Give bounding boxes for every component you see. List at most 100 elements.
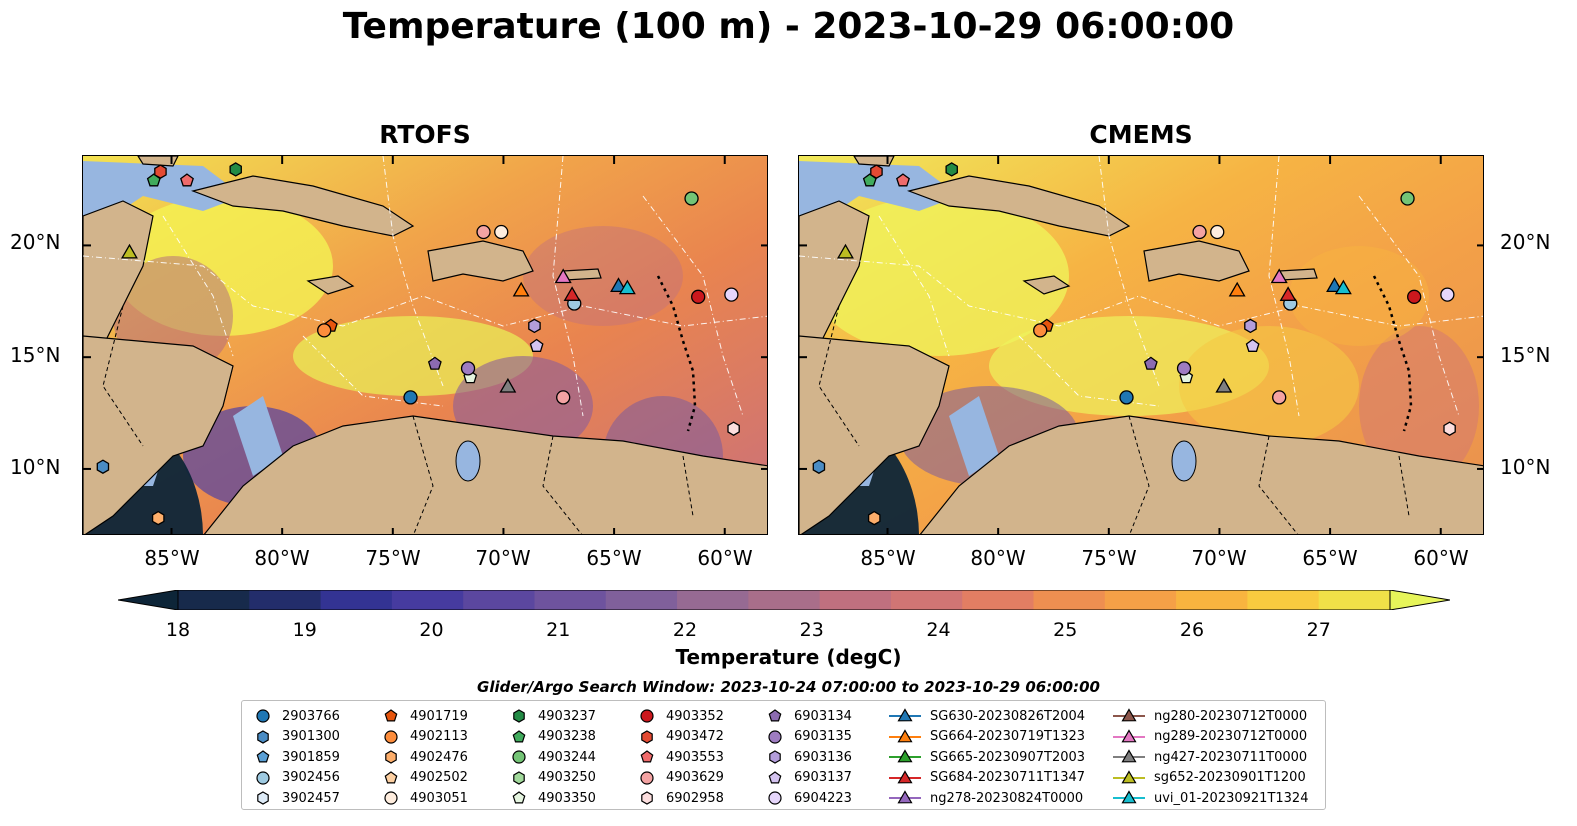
legend-item: sg652-20230901T1200	[1112, 768, 1306, 788]
map-canvas[interactable]	[83, 156, 768, 535]
legend-item: 2903766	[252, 706, 340, 726]
platform-marker[interactable]	[494, 224, 509, 240]
platform-marker[interactable]	[427, 356, 442, 370]
platform-marker[interactable]	[691, 289, 706, 304]
colorbar-segment	[178, 590, 250, 610]
colorbar-tick-label: 24	[926, 619, 951, 641]
pentagon-marker-icon	[768, 709, 782, 722]
legend-item: 6904223	[764, 788, 852, 808]
platform-marker[interactable]	[460, 361, 476, 376]
platform-marker[interactable]	[180, 173, 194, 187]
platform-marker[interactable]	[1400, 191, 1415, 206]
pentagon-marker-icon	[512, 791, 526, 804]
platform-marker[interactable]	[1033, 323, 1048, 338]
platform-marker[interactable]	[151, 510, 165, 526]
map-panel-cmems[interactable]	[798, 155, 1484, 535]
circle-marker-icon	[640, 770, 654, 785]
platform-marker[interactable]	[1215, 377, 1233, 393]
legend-item: 4903051	[380, 788, 468, 808]
platform-marker[interactable]	[229, 162, 242, 177]
platform-marker[interactable]	[1245, 338, 1260, 352]
platform-marker[interactable]	[317, 323, 332, 338]
platform-marker[interactable]	[1270, 268, 1288, 284]
platform-marker[interactable]	[727, 421, 740, 436]
hexagon-marker-icon	[385, 750, 397, 764]
platform-marker[interactable]	[1119, 390, 1134, 405]
platform-marker[interactable]	[154, 164, 167, 179]
triangle-marker-icon	[1113, 728, 1145, 742]
lon-label-60w-right: 60°W	[1413, 546, 1469, 570]
platform-marker[interactable]	[1228, 281, 1246, 297]
hexagon-marker-icon	[257, 729, 269, 744]
platform-marker[interactable]	[563, 286, 581, 301]
legend-item-label: ng427-20230711T0000	[1154, 749, 1308, 765]
platform-marker[interactable]	[1279, 286, 1297, 301]
platform-marker[interactable]	[1244, 318, 1257, 334]
platform-marker[interactable]	[896, 173, 910, 187]
legend-item: SG684-20230711T1347	[888, 768, 1085, 788]
platform-marker[interactable]	[1407, 289, 1422, 304]
platform-marker[interactable]	[1143, 356, 1158, 370]
legend-item: ng427-20230711T0000	[1112, 747, 1307, 767]
legend-item: 4902502	[380, 768, 468, 788]
lon-label-75w-right: 75°W	[1081, 546, 1137, 570]
lat-label-20n-right: 20°N	[1500, 230, 1551, 254]
platform-marker[interactable]	[556, 390, 571, 405]
legend-item-label: SG665-20230907T2003	[930, 749, 1086, 765]
legend-item-label: 3901859	[282, 749, 340, 765]
platform-marker[interactable]	[528, 318, 541, 334]
platform-marker[interactable]	[610, 277, 628, 293]
map-panel-rtofs[interactable]	[82, 155, 768, 535]
platform-marker[interactable]	[945, 162, 958, 177]
pentagon-marker-icon	[640, 750, 654, 763]
platform-marker[interactable]	[120, 243, 138, 259]
platform-marker[interactable]	[1443, 421, 1456, 436]
lon-label-80w-right: 80°W	[970, 546, 1026, 570]
platform-marker[interactable]	[499, 377, 517, 393]
platform-marker[interactable]	[618, 279, 636, 295]
legend-item: 4903352	[636, 706, 724, 726]
legend-item-label: 3902457	[282, 790, 340, 806]
legend-item: 3901300	[252, 727, 340, 747]
legend-caption: Glider/Argo Search Window: 2023-10-24 07…	[477, 678, 1100, 696]
platform-marker[interactable]	[554, 268, 572, 284]
map-canvas[interactable]	[799, 156, 1484, 535]
legend-item-label: 3901300	[282, 729, 340, 744]
legend-item-label: 4903250	[538, 770, 596, 785]
platform-marker[interactable]	[1334, 279, 1352, 295]
platform-marker[interactable]	[1192, 224, 1207, 240]
legend-item-label: 4903350	[538, 790, 596, 806]
legend-item-label: 4902502	[410, 770, 468, 785]
platform-marker[interactable]	[403, 390, 418, 405]
platform-marker[interactable]	[1326, 277, 1344, 293]
platform-marker[interactable]	[724, 287, 739, 302]
pentagon-marker-icon	[384, 709, 398, 722]
colorbar-tick-label: 27	[1306, 619, 1331, 641]
legend-item-label: SG664-20230719T1323	[930, 729, 1086, 744]
platform-marker[interactable]	[476, 224, 491, 240]
platform-marker[interactable]	[1176, 361, 1192, 376]
platform-marker[interactable]	[1272, 390, 1287, 405]
legend-item-label: sg652-20230901T1200	[1154, 770, 1306, 785]
legend: 2903766 3901300 3901859 3902456 3902457 49017…	[241, 700, 1326, 810]
platform-marker[interactable]	[1210, 224, 1225, 240]
hexagon-marker-icon	[257, 791, 269, 805]
colorbar-segment	[962, 590, 1035, 610]
colorbar-segment	[1033, 590, 1106, 610]
platform-marker[interactable]	[529, 338, 544, 352]
legend-item-label: 4902113	[410, 729, 468, 744]
legend-item: 4902476	[380, 747, 468, 767]
platform-marker[interactable]	[512, 281, 530, 297]
platform-marker[interactable]	[684, 191, 699, 206]
platform-marker[interactable]	[870, 164, 883, 179]
colorbar	[117, 589, 1451, 611]
triangle-marker-icon	[889, 708, 921, 722]
platform-marker[interactable]	[812, 459, 826, 474]
platform-marker[interactable]	[96, 459, 110, 474]
platform-marker[interactable]	[867, 510, 881, 526]
platform-marker[interactable]	[1440, 287, 1455, 302]
legend-item: 6903136	[764, 747, 852, 767]
hexagon-marker-icon	[513, 770, 525, 785]
platform-marker[interactable]	[836, 243, 854, 259]
triangle-marker-icon	[889, 769, 921, 783]
